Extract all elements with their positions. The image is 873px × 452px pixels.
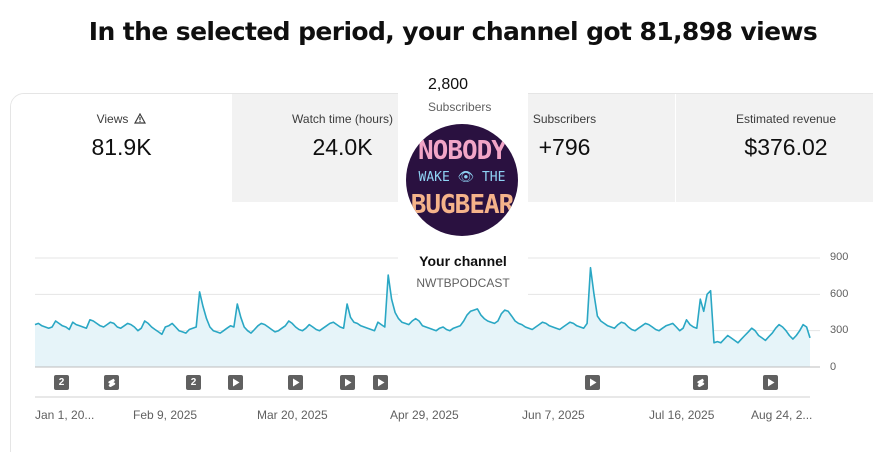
tab-subscribers-label: Subscribers: [532, 112, 597, 126]
shorts-icon: [108, 378, 116, 387]
channel-popup: 2,800 Subscribers NOBODY WAKE 👁 THE BUGB…: [398, 72, 528, 298]
avatar-text-line: WAKE 👁 THE: [418, 170, 506, 185]
tab-watch-time-label: Watch time (hours): [292, 112, 393, 126]
tab-revenue-label: Estimated revenue: [735, 112, 837, 126]
video-marker[interactable]: [288, 375, 303, 390]
tab-estimated-revenue[interactable]: Estimated revenue $376.02: [676, 94, 873, 202]
play-icon: [344, 378, 351, 387]
x-tick-label: Aug 24, 2...: [751, 408, 813, 422]
x-tick-label: Jan 1, 20...: [35, 408, 95, 422]
avatar-text-line: BUGBEAR: [410, 190, 515, 220]
video-marker[interactable]: [763, 375, 778, 390]
shorts-icon: [697, 378, 705, 387]
tab-subscribers-value: +796: [538, 134, 591, 160]
x-tick-label: Jun 7, 2025: [522, 408, 585, 422]
x-tick-label: Mar 20, 2025: [257, 408, 328, 422]
subscriber-label: Subscribers: [428, 100, 492, 114]
video-marker[interactable]: [585, 375, 600, 390]
video-marker[interactable]: [340, 375, 355, 390]
avatar-text-line: NOBODY: [418, 136, 507, 166]
shorts-marker[interactable]: [693, 375, 708, 390]
y-tick-label: 0: [830, 361, 837, 373]
play-icon: [292, 378, 299, 387]
x-tick-label: Feb 9, 2025: [133, 408, 198, 422]
video-count-marker[interactable]: 2: [186, 375, 201, 390]
shorts-marker[interactable]: [104, 375, 119, 390]
tab-views-value: 81.9K: [91, 134, 152, 160]
play-icon: [767, 378, 774, 387]
subscriber-count: 2,800: [428, 76, 469, 93]
tab-watch-time-value: 24.0K: [312, 134, 373, 160]
tab-views[interactable]: Views 81.9K: [11, 94, 232, 202]
video-marker[interactable]: [373, 375, 388, 390]
tab-views-label: Views: [96, 112, 129, 126]
tab-revenue-value: $376.02: [744, 134, 828, 160]
channel-name: Your channel: [419, 253, 507, 269]
x-tick-label: Jul 16, 2025: [649, 408, 715, 422]
page-headline: In the selected period, your channel got…: [88, 17, 818, 46]
y-tick-label: 600: [830, 288, 849, 300]
video-count-marker[interactable]: 2: [54, 375, 69, 390]
play-icon: [377, 378, 384, 387]
y-tick-label: 300: [830, 324, 849, 336]
video-marker[interactable]: [228, 375, 243, 390]
views-series-line[interactable]: [34, 266, 811, 344]
channel-handle: NWTBPODCAST: [416, 276, 510, 290]
play-icon: [589, 378, 596, 387]
y-tick-label: 900: [830, 251, 849, 263]
views-area-fill: [35, 267, 810, 367]
play-icon: [232, 378, 239, 387]
channel-avatar[interactable]: NOBODY WAKE 👁 THE BUGBEAR: [406, 124, 518, 236]
x-tick-label: Apr 29, 2025: [390, 408, 459, 422]
warning-triangle-icon: [134, 112, 147, 127]
